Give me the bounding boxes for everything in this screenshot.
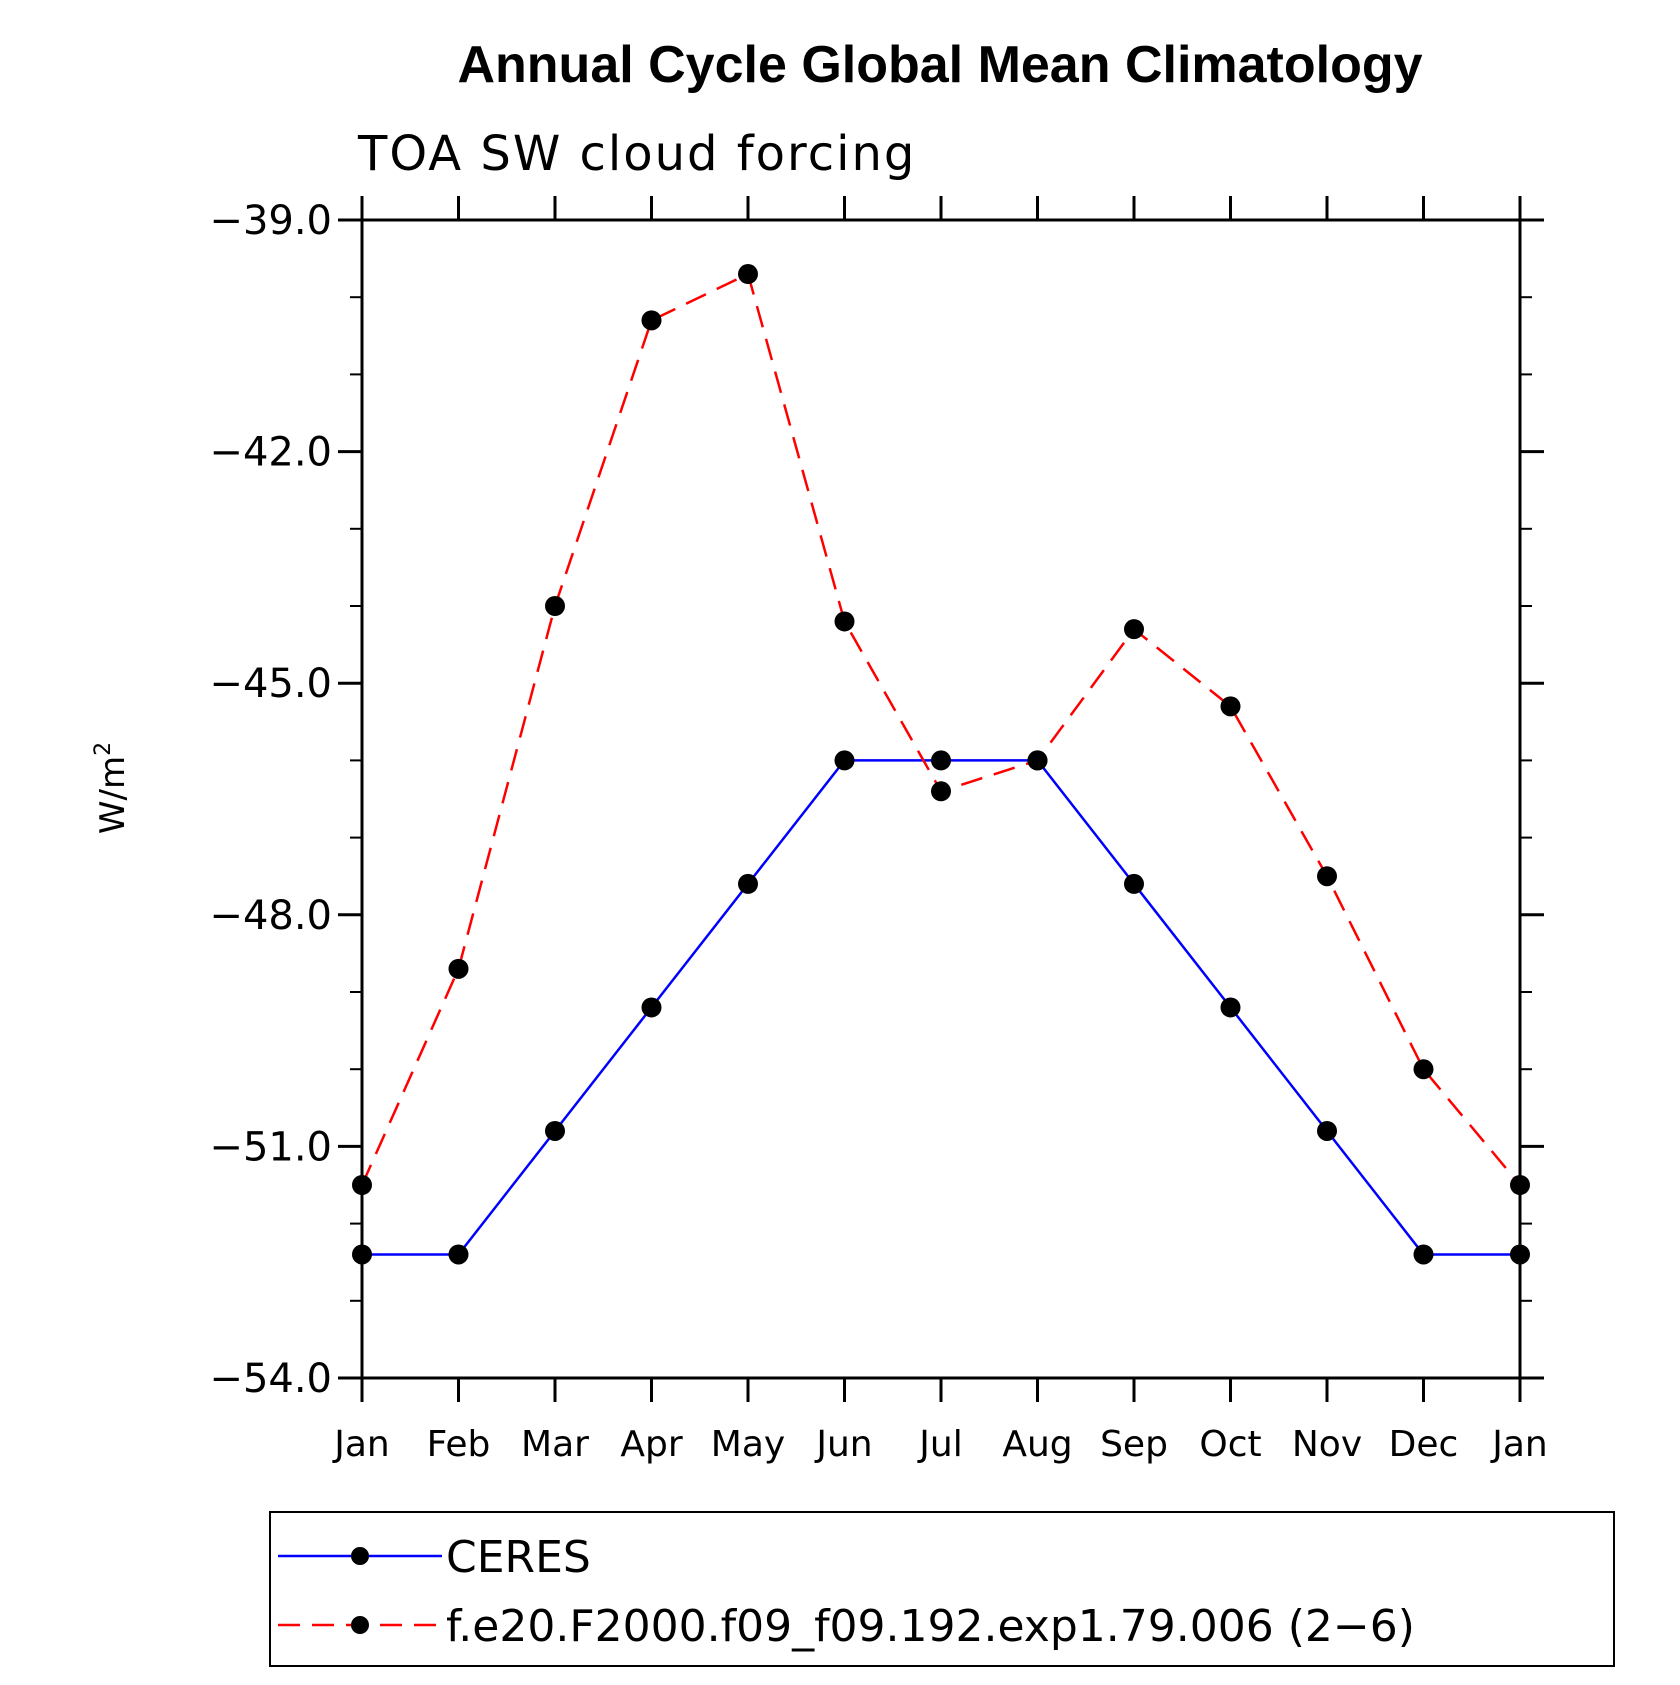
- y-tick-label: −45.0: [209, 661, 332, 707]
- data-point-1-jan-0: [352, 1175, 372, 1195]
- x-tick-label: Feb: [427, 1424, 491, 1465]
- chart-subtitle: TOA SW cloud forcing: [357, 126, 916, 182]
- x-tick-label: Apr: [620, 1424, 682, 1465]
- data-point-1-sep-8: [1124, 619, 1144, 640]
- y-tick-label: −39.0: [209, 198, 332, 244]
- y-axis-label-base: W/m: [93, 756, 133, 834]
- legend-box: [269, 1511, 1615, 1667]
- data-point-0-apr-3: [641, 997, 662, 1018]
- data-point-0-oct-9: [1220, 997, 1241, 1018]
- y-axis-label-superscript: 2: [91, 742, 116, 756]
- data-point-1-may-4: [738, 264, 758, 285]
- legend-marker-ceres: [351, 1547, 369, 1565]
- data-point-0-sep-8: [1124, 873, 1144, 894]
- x-tick-label: Jan: [332, 1424, 390, 1465]
- data-point-0-nov-10: [1317, 1120, 1337, 1141]
- x-tick-label: Mar: [521, 1424, 589, 1465]
- y-tick-label: −42.0: [209, 430, 332, 476]
- x-tick-label: Sep: [1100, 1424, 1168, 1465]
- series-line-0: [362, 759, 1520, 1256]
- chart-title: Annual Cycle Global Mean Climatology: [457, 36, 1422, 94]
- legend: CERES f.e20.F2000.f09_f09.192.exp1.79.00…: [269, 1511, 1615, 1667]
- y-axis-label: W/m2: [91, 742, 133, 834]
- data-point-1-nov-10: [1317, 866, 1337, 887]
- legend-label-ceres: CERES: [446, 1532, 591, 1583]
- data-point-0-may-4: [738, 873, 758, 894]
- data-point-1-mar-2: [545, 596, 565, 616]
- legend-marker-model: [351, 1616, 369, 1634]
- series-line-1: [360, 272, 1521, 1186]
- x-tick-label: Nov: [1292, 1424, 1362, 1465]
- data-point-0-feb-1: [448, 1244, 469, 1265]
- data-point-1-dec-11: [1413, 1059, 1434, 1080]
- series-group: [352, 264, 1530, 1265]
- x-tick-label: Oct: [1199, 1424, 1261, 1465]
- y-tick-label: −51.0: [209, 1124, 332, 1170]
- x-tick-label: Dec: [1389, 1424, 1459, 1465]
- data-point-0-dec-11: [1413, 1244, 1434, 1265]
- data-point-0-jun-5: [834, 750, 855, 771]
- data-point-0-jan-12: [1510, 1244, 1530, 1265]
- series-0: [352, 750, 1530, 1265]
- x-tick-label: Jul: [917, 1424, 962, 1465]
- data-point-1-jan-12: [1510, 1175, 1530, 1195]
- data-point-1-aug-7: [1027, 750, 1048, 771]
- x-tick-label: Jun: [814, 1424, 872, 1465]
- data-point-1-oct-9: [1220, 696, 1241, 717]
- data-point-0-mar-2: [545, 1120, 565, 1141]
- y-tick-label: −48.0: [209, 893, 332, 939]
- data-point-1-feb-1: [448, 958, 469, 979]
- x-tick-label: May: [711, 1424, 785, 1465]
- data-point-0-jan-0: [352, 1244, 372, 1265]
- legend-label-model: f.e20.F2000.f09_f09.192.exp1.79.006 (2−6…: [446, 1601, 1415, 1652]
- data-point-0-jul-6: [931, 750, 951, 771]
- data-point-1-apr-3: [641, 310, 662, 331]
- data-point-1-jun-5: [834, 611, 855, 632]
- x-tick-label: Jan: [1490, 1424, 1548, 1465]
- data-point-1-jul-6: [931, 781, 951, 802]
- series-1: [352, 264, 1530, 1195]
- x-tick-label: Aug: [1002, 1424, 1072, 1465]
- y-tick-label: −54.0: [209, 1356, 332, 1402]
